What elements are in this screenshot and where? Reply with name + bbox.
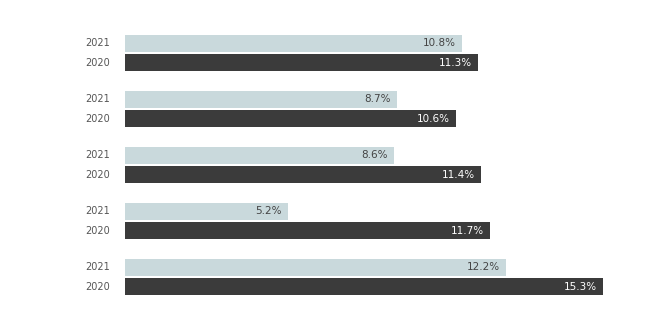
- Text: 8.6%: 8.6%: [361, 150, 387, 160]
- Bar: [125, 166, 481, 183]
- Text: 15.3%: 15.3%: [564, 282, 597, 292]
- Text: 2021: 2021: [85, 94, 110, 104]
- Text: 11.3%: 11.3%: [439, 58, 472, 68]
- Text: 11.7%: 11.7%: [451, 226, 484, 236]
- Bar: [125, 110, 456, 127]
- Text: 2020: 2020: [85, 114, 110, 124]
- Text: 2020: 2020: [85, 58, 110, 68]
- Bar: [125, 91, 397, 108]
- Text: 2021: 2021: [85, 206, 110, 216]
- Bar: [125, 259, 506, 276]
- Bar: [125, 279, 603, 295]
- Bar: [125, 203, 288, 220]
- Text: 2021: 2021: [85, 150, 110, 160]
- Bar: [125, 147, 394, 164]
- Text: 10.6%: 10.6%: [417, 114, 450, 124]
- Text: 5.2%: 5.2%: [255, 206, 281, 216]
- Bar: [125, 54, 478, 71]
- Text: 2020: 2020: [85, 170, 110, 180]
- Text: 2021: 2021: [85, 38, 110, 48]
- Text: 8.7%: 8.7%: [364, 94, 391, 104]
- Bar: [125, 35, 463, 51]
- Text: 2020: 2020: [85, 226, 110, 236]
- Text: 2021: 2021: [85, 262, 110, 272]
- Text: 11.4%: 11.4%: [442, 170, 475, 180]
- Text: 12.2%: 12.2%: [467, 262, 500, 272]
- Bar: [125, 222, 490, 239]
- Text: 10.8%: 10.8%: [423, 38, 456, 48]
- Text: 2020: 2020: [85, 282, 110, 292]
